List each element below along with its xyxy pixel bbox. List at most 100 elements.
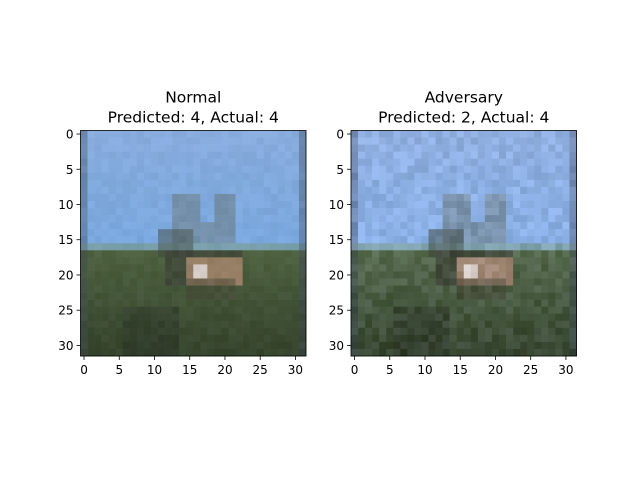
image-pixel <box>179 243 187 251</box>
image-pixel <box>94 278 102 286</box>
image-pixel <box>108 144 117 152</box>
image-pixel <box>115 236 124 244</box>
image-pixel <box>143 137 152 145</box>
image-pixel <box>442 208 450 216</box>
image-pixel <box>94 348 102 357</box>
image-pixel <box>136 341 145 350</box>
image-pixel <box>400 243 408 251</box>
image-pixel <box>569 243 577 251</box>
image-pixel <box>298 215 307 223</box>
image-pixel <box>298 236 307 244</box>
image-pixel <box>548 193 556 202</box>
image-pixel <box>150 229 159 237</box>
image-pixel <box>87 243 95 251</box>
image-pixel <box>277 137 286 145</box>
image-pixel <box>214 151 222 159</box>
image-pixel <box>242 179 250 188</box>
image-pixel <box>527 151 535 159</box>
image-pixel <box>129 348 138 357</box>
image-pixel <box>263 222 272 230</box>
image-pixel <box>249 327 257 336</box>
image-pixel <box>263 236 272 244</box>
image-pixel <box>456 250 465 258</box>
image-pixel <box>291 236 300 244</box>
image-pixel <box>449 151 458 159</box>
image-pixel <box>379 186 387 195</box>
image-pixel <box>186 158 194 167</box>
image-pixel <box>249 151 257 159</box>
image-pixel <box>291 306 300 315</box>
image-pixel <box>449 158 458 167</box>
image-pixel <box>87 137 95 145</box>
image-pixel <box>235 257 243 265</box>
image-pixel <box>263 320 272 329</box>
image-pixel <box>414 306 422 315</box>
image-pixel <box>221 130 229 138</box>
image-pixel <box>358 165 366 174</box>
image-pixel <box>379 264 387 272</box>
image-pixel <box>491 193 500 202</box>
image-pixel <box>534 264 542 272</box>
image-pixel <box>365 172 373 181</box>
image-pixel <box>365 243 373 251</box>
image-pixel <box>256 193 265 202</box>
image-pixel <box>193 285 201 293</box>
image-pixel <box>358 257 366 265</box>
image-pixel <box>249 243 257 251</box>
image-pixel <box>214 215 222 223</box>
image-pixel <box>291 327 300 336</box>
image-pixel <box>534 285 542 293</box>
image-pixel <box>122 236 131 244</box>
image-pixel <box>179 292 187 300</box>
image-pixel <box>562 215 570 223</box>
image-pixel <box>407 341 415 350</box>
image-pixel <box>379 130 387 138</box>
image-pixel <box>129 179 138 188</box>
image-pixel <box>193 208 201 216</box>
image-pixel <box>372 165 380 174</box>
image-pixel <box>193 222 201 230</box>
image-pixel <box>242 285 250 293</box>
image-pixel <box>270 229 279 237</box>
image-pixel <box>393 299 401 307</box>
image-pixel <box>129 137 138 145</box>
image-pixel <box>150 341 159 350</box>
image-pixel <box>548 313 556 322</box>
image-pixel <box>87 229 95 237</box>
image-pixel <box>456 158 465 167</box>
image-pixel <box>87 222 95 230</box>
image-pixel <box>393 151 401 159</box>
image-pixel <box>101 327 109 336</box>
image-pixel <box>400 151 408 159</box>
image-pixel <box>150 215 159 223</box>
image-pixel <box>400 306 408 315</box>
image-pixel <box>463 313 472 322</box>
image-pixel <box>249 292 257 300</box>
image-pixel <box>179 299 187 307</box>
image-pixel <box>249 285 257 293</box>
image-pixel <box>150 264 159 272</box>
image-pixel <box>477 285 486 293</box>
image-pixel <box>435 299 443 307</box>
image-pixel <box>498 278 507 286</box>
image-pixel <box>506 158 514 167</box>
image-pixel <box>207 285 215 293</box>
image-pixel <box>94 313 102 322</box>
image-pixel <box>393 144 401 152</box>
image-pixel <box>463 179 472 188</box>
image-pixel <box>407 137 415 145</box>
image-pixel <box>263 208 272 216</box>
image-pixel <box>143 130 152 138</box>
image-pixel <box>534 208 542 216</box>
image-pixel <box>555 250 563 258</box>
image-pixel <box>256 222 265 230</box>
image-pixel <box>435 222 443 230</box>
image-pixel <box>122 264 131 272</box>
image-pixel <box>207 299 215 307</box>
image-pixel <box>270 250 279 258</box>
image-pixel <box>249 144 257 152</box>
image-pixel <box>214 144 222 152</box>
image-pixel <box>548 306 556 315</box>
image-pixel <box>520 151 528 159</box>
image-pixel <box>414 320 422 329</box>
